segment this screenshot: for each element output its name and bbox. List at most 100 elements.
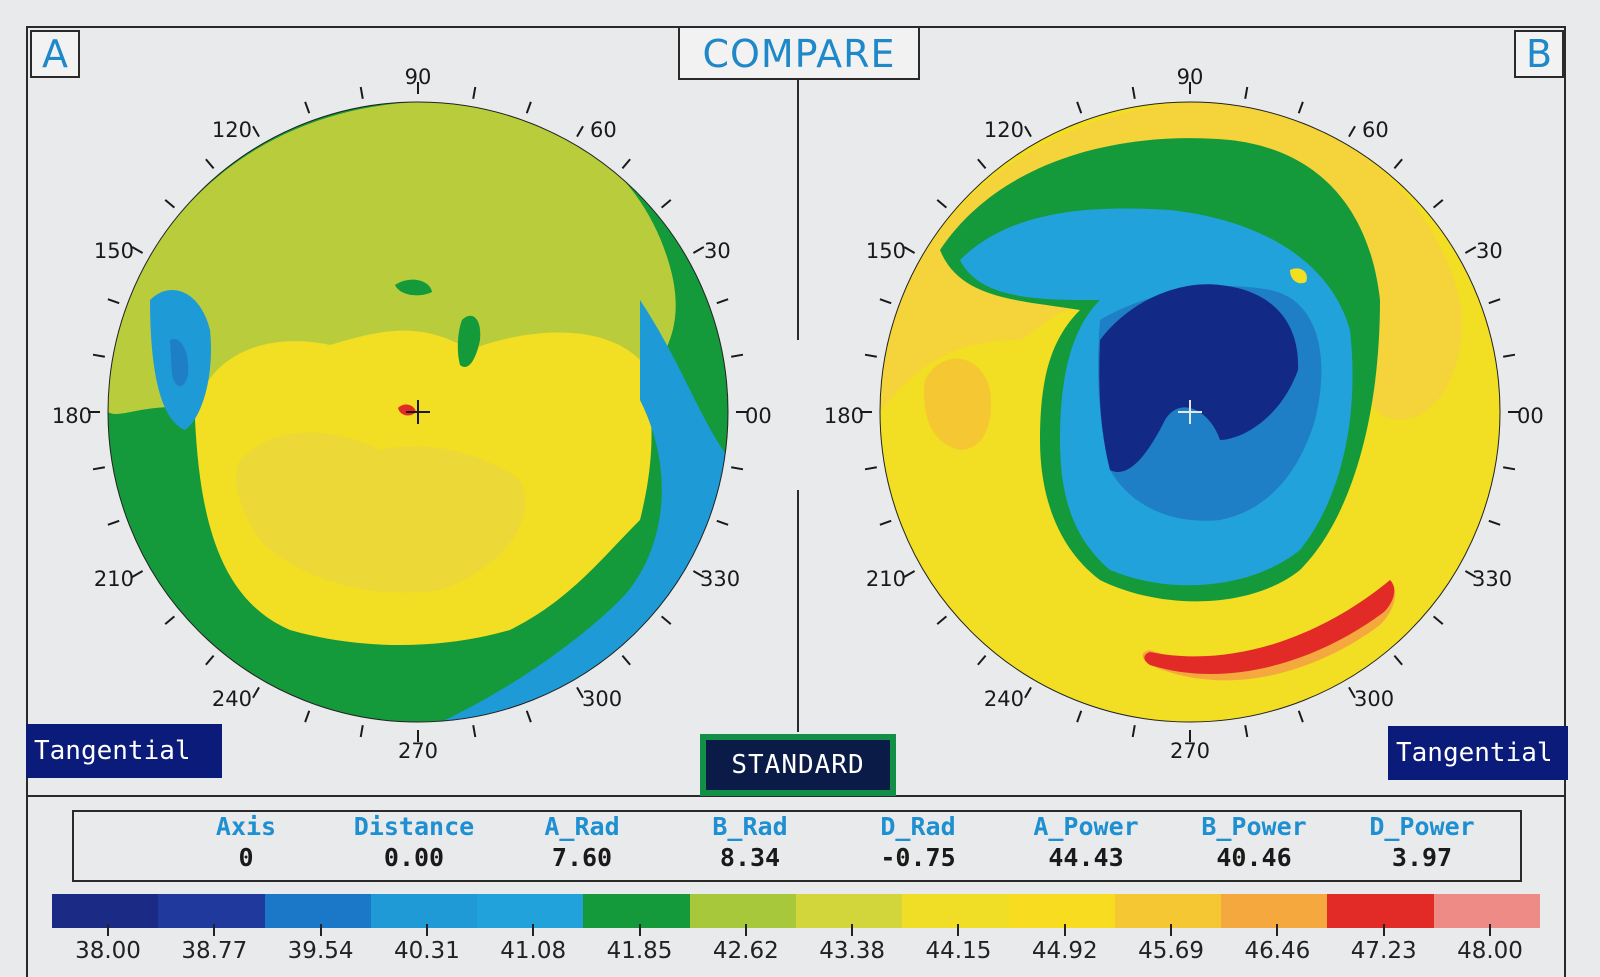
deg-a-210: 210 [94, 567, 134, 591]
map-b[interactable] [870, 95, 1510, 735]
degree-tick [131, 246, 144, 254]
degree-tick [977, 158, 987, 170]
deg-a-90: 90 [405, 65, 432, 89]
scale-tick [107, 924, 109, 936]
degree-tick [252, 686, 260, 699]
scale-label: 44.92 [1031, 938, 1098, 964]
stat-d-rad: D_Rad -0.75 [834, 812, 1002, 880]
color-scale-bar [52, 894, 1540, 928]
deg-a-240: 240 [212, 687, 252, 711]
degree-tick [359, 724, 364, 738]
degree-tick [304, 710, 311, 723]
degree-labels-b: 90 60 30 00 330 300 270 240 210 180 150 … [824, 65, 1544, 763]
map-a[interactable] [100, 95, 760, 740]
degree-tick [1297, 710, 1304, 723]
degree-tick [525, 101, 532, 114]
stat-b-rad: B_Rad 8.34 [666, 812, 834, 880]
stat-value: -0.75 [880, 843, 956, 872]
degree-ticks-a [88, 82, 748, 742]
deg-b-300: 300 [1354, 687, 1394, 711]
stat-header: A_Power [1033, 812, 1139, 841]
scale-label: 38.00 [75, 938, 141, 964]
scale-tick [851, 924, 854, 936]
degree-tick [525, 710, 532, 723]
scale-tick [638, 924, 641, 936]
degree-tick [730, 466, 744, 471]
degree-tick [472, 86, 477, 100]
color-swatch [689, 894, 796, 928]
stat-a-rad: A_Rad 7.60 [498, 812, 666, 880]
deg-b-150: 150 [866, 239, 906, 263]
color-swatch [477, 894, 584, 928]
color-swatch [1008, 894, 1115, 928]
degree-tick [1297, 101, 1304, 114]
scale-tick [532, 924, 535, 936]
degree-tick [716, 519, 729, 526]
degree-tick [903, 246, 916, 254]
deg-b-270: 270 [1170, 739, 1210, 763]
degree-tick [1432, 615, 1444, 625]
scale-label: 42.62 [712, 938, 779, 964]
stats-table: Axis 0 Distance 0.00 A_Rad 7.60 B_Rad 8.34 D… [72, 810, 1522, 882]
degree-tick [903, 570, 916, 578]
scale-label: 41.85 [606, 938, 673, 964]
degree-tick [879, 298, 892, 305]
deg-b-210: 210 [866, 567, 906, 591]
degree-tick [107, 298, 120, 305]
scale-label: 44.15 [925, 938, 992, 964]
scale-tick [1170, 924, 1173, 936]
scale-label: 38.77 [181, 938, 248, 964]
stat-header: D_Rad [880, 812, 956, 841]
degree-tick [576, 686, 584, 699]
degree-tick [131, 570, 144, 578]
degree-tick [660, 199, 672, 209]
topography-maps: 90 60 30 00 330 300 270 240 210 180 150 … [52, 65, 1544, 763]
degree-tick [977, 654, 987, 666]
scale-mode-button[interactable]: STANDARD [700, 734, 896, 796]
deg-a-270: 270 [398, 739, 438, 763]
color-swatch [264, 894, 371, 928]
scale-tick [957, 924, 960, 936]
stat-axis: Axis 0 [162, 812, 330, 880]
degree-tick [359, 86, 364, 100]
deg-b-60: 60 [1362, 118, 1389, 142]
degree-tick [1502, 353, 1516, 358]
scale-label: 47.23 [1350, 938, 1417, 964]
scale-mode-label: STANDARD [706, 740, 890, 790]
deg-a-180: 180 [52, 404, 92, 428]
degree-tick [164, 615, 176, 625]
deg-b-240: 240 [984, 687, 1024, 711]
degree-ticks-b [860, 82, 1520, 742]
deg-b-120: 120 [984, 118, 1024, 142]
degree-tick [92, 466, 106, 471]
deg-a-60: 60 [590, 118, 617, 142]
scale-label: 46.46 [1244, 938, 1311, 964]
panel-b-mode-label[interactable]: Tangential [1388, 726, 1568, 780]
degree-tick [1348, 125, 1356, 138]
scale-tick [319, 924, 322, 936]
degree-tick [1488, 298, 1501, 305]
stat-value: 7.60 [551, 843, 613, 872]
deg-b-90: 90 [1177, 65, 1204, 89]
color-swatch [158, 894, 265, 928]
degree-tick [1488, 519, 1501, 526]
color-swatch [52, 894, 159, 928]
scale-tick [744, 924, 747, 936]
degree-tick [936, 615, 948, 625]
crosshair-icon [1178, 400, 1202, 424]
crosshair-icon [406, 400, 430, 424]
stat-header: B_Power [1201, 812, 1307, 841]
deg-a-00: 00 [745, 404, 772, 428]
color-swatch [583, 894, 690, 928]
deg-b-30: 30 [1476, 239, 1503, 263]
stat-header: A_Rad [544, 812, 620, 841]
degree-tick [1024, 686, 1032, 699]
degree-tick [164, 199, 176, 209]
degree-tick [1464, 246, 1477, 254]
scale-tick [1063, 924, 1066, 936]
scale-tick [1382, 924, 1385, 936]
scale-label: 40.31 [393, 938, 460, 964]
panel-a-mode-label[interactable]: Tangential [26, 724, 222, 778]
stat-b-power: B_Power 40.46 [1170, 812, 1338, 880]
degree-tick [1131, 86, 1136, 100]
